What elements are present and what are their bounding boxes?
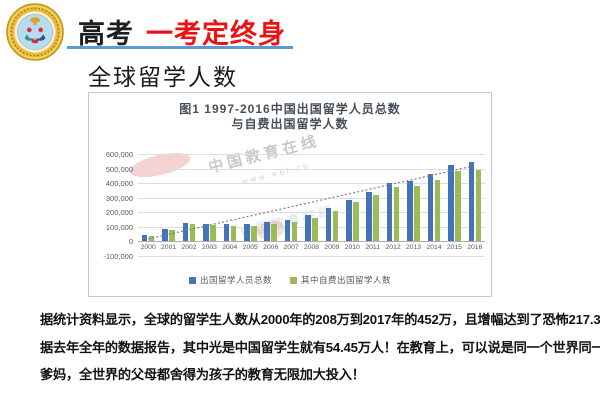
bar-total-students (203, 224, 209, 241)
legend-label-self-funded: 其中自费出国留学人数 (301, 275, 392, 285)
bar-total-students (427, 174, 434, 241)
bar-self-funded (230, 225, 237, 241)
legend-item-total: 出国留学人员总数 (188, 274, 272, 286)
school-logo (6, 3, 64, 61)
y-axis-tick-label: 200,000 (105, 208, 133, 217)
gridline (138, 154, 485, 155)
x-axis-year-label: 2007 (283, 244, 299, 251)
bar-total-students (448, 165, 454, 241)
x-axis-year-label: 2005 (242, 244, 258, 251)
bar-total-students (325, 207, 332, 241)
bar-total-students (305, 214, 311, 241)
x-axis-year-label: 2001 (161, 244, 177, 251)
bar-total-students (284, 220, 291, 241)
body-line-1: 据统计资料显示，全球的留学生人数从2000年的208万到2017年的452万，且… (40, 312, 600, 327)
x-axis-year-label: 2014 (426, 244, 442, 251)
bar-self-funded (169, 230, 175, 241)
y-axis-tick-label: -100,000 (103, 251, 133, 261)
chart-title: 图1 1997-2016中国出国留学人员总数 与自费出国留学人数 (89, 102, 491, 132)
x-axis-year-label: 2000 (140, 244, 156, 251)
x-axis-year-label: 2009 (324, 244, 340, 251)
bar-self-funded (189, 224, 196, 241)
y-axis-tick-label: 100,000 (105, 222, 133, 232)
header-title: 高考 一考定终身 (78, 12, 286, 51)
bar-self-funded (353, 202, 359, 241)
bar-self-funded (455, 171, 461, 241)
x-axis-year-label: 2013 (406, 244, 422, 251)
bar-total-students (468, 162, 475, 241)
chart-frame: 中国教育在线 www.eol.cn 中国教育在线 图1 1997-2016中国出… (88, 92, 492, 297)
x-axis-year-label: 2011 (365, 244, 380, 251)
y-axis-tick-label: 500,000 (105, 164, 133, 174)
legend-swatch-self-funded (290, 276, 297, 284)
x-axis-year-label: 2010 (344, 244, 360, 251)
bar-total-students (264, 221, 270, 241)
bar-self-funded (434, 179, 441, 241)
body-paragraph: 据统计资料显示，全球的留学生人数从2000年的208万到2017年的452万，且… (40, 306, 600, 389)
bar-self-funded (332, 210, 339, 241)
gridline (138, 255, 485, 257)
x-axis-year-label: 2015 (446, 244, 462, 251)
bar-self-funded (393, 186, 400, 241)
bar-total-students (141, 235, 148, 241)
y-axis-tick-label: 400,000 (105, 179, 133, 188)
bar-total-students (182, 222, 189, 241)
body-line-3: 爹妈，全世界的父母都舍得为孩子的教育无限加大投入！ (40, 367, 365, 382)
gridline (138, 183, 485, 184)
gridline (138, 212, 485, 213)
bar-self-funded (373, 195, 379, 241)
bar-total-students (386, 183, 393, 241)
bar-self-funded (210, 225, 216, 241)
y-axis-tick-label: 600,000 (105, 150, 133, 159)
page-title: 全球留学人数 (88, 64, 238, 90)
chart-title-line1: 图1 1997-2016中国出国留学人员总数 (179, 102, 401, 116)
plot-area: 600,000 500,000 400,000 300,000 200,000 100,0… (89, 93, 491, 296)
bar-total-students (407, 181, 413, 241)
bar-total-students (346, 199, 352, 241)
x-axis-year-label: 2008 (303, 244, 320, 251)
bar-total-students (223, 224, 230, 241)
x-axis-year-label: 2016 (467, 244, 483, 251)
chart-legend: 出国留学人员总数 其中自费出国留学人数 (89, 274, 491, 286)
x-axis-year-label: 2003 (201, 244, 217, 251)
header-underline (67, 46, 293, 49)
y-axis-tick-label: 300,000 (105, 193, 133, 203)
x-axis-year-label: 2002 (181, 244, 197, 251)
legend-label-total: 出国留学人员总数 (199, 275, 272, 285)
gridline (138, 168, 485, 170)
slogan-text: 一考定终身 (146, 19, 286, 49)
bar-total-students (244, 223, 250, 241)
bar-self-funded (414, 185, 420, 241)
gridline (138, 197, 485, 199)
legend-swatch-total (188, 276, 196, 284)
x-axis-year-label: 2006 (263, 244, 279, 251)
body-line-2: 据去年全年的数据报告，其中光是中国留学生就有54.45万人！在教育上，可以说是同… (40, 339, 600, 355)
bar-self-funded (475, 169, 482, 241)
bar-total-students (366, 191, 372, 241)
trendline (148, 165, 475, 240)
x-axis-year-label: 2012 (385, 244, 401, 251)
y-axis-tick-label: 0 (128, 237, 133, 246)
bar-self-funded (251, 225, 257, 241)
gridline (138, 241, 485, 242)
bar-self-funded (148, 236, 155, 241)
bar-self-funded (271, 223, 277, 241)
legend-item-self-funded: 其中自费出国留学人数 (290, 274, 391, 286)
bar-self-funded (312, 217, 318, 241)
x-axis-year-label: 2004 (222, 244, 238, 251)
gridline (138, 226, 485, 228)
chart-title-line2: 与自费出国留学人数 (231, 117, 349, 131)
bar-self-funded (291, 222, 298, 241)
brand-text: 高考 (78, 19, 134, 49)
